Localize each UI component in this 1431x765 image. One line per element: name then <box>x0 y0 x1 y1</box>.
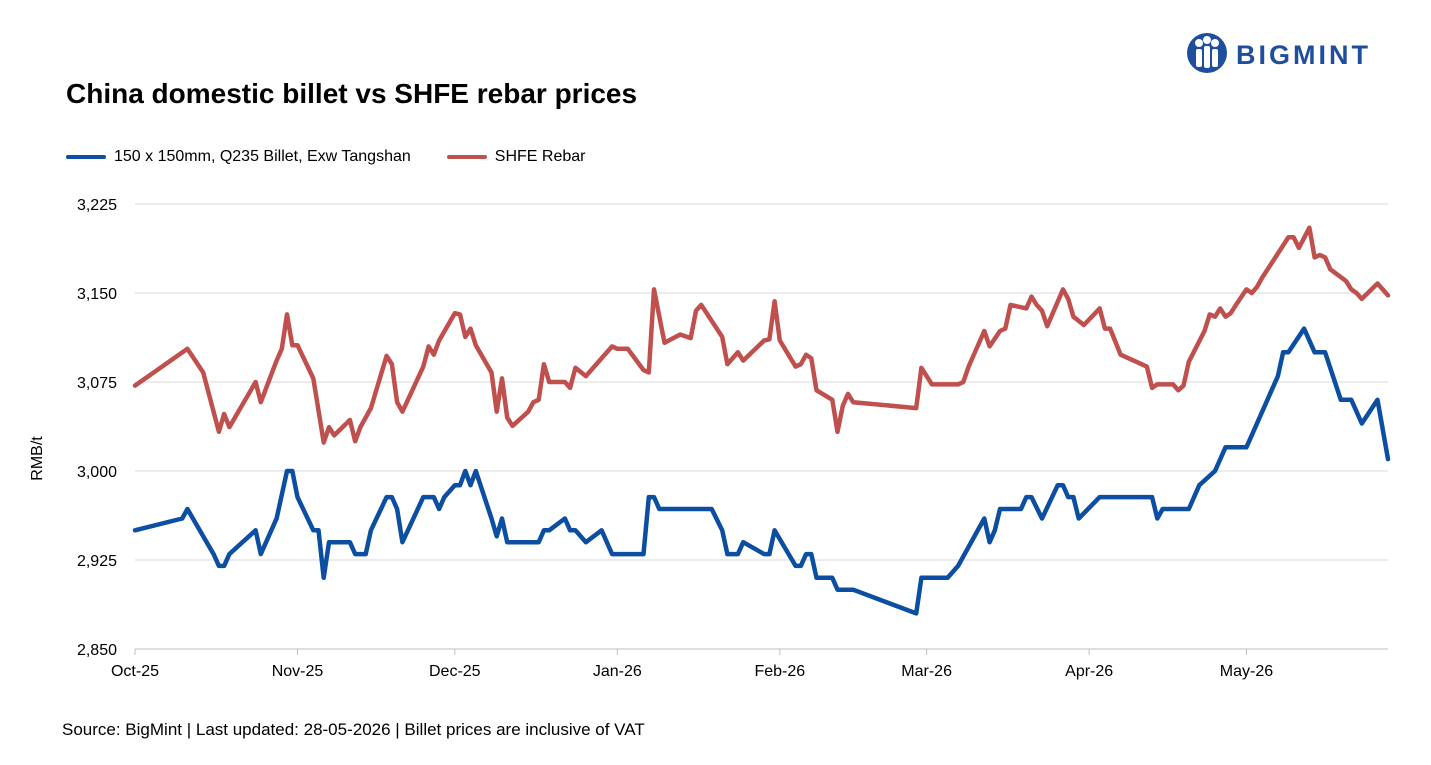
gridlines <box>135 203 1388 561</box>
bigmint-logo: BIGMINT <box>1187 33 1371 73</box>
x-tick-label: Feb-26 <box>754 663 805 680</box>
series-line-rebar <box>132 225 1391 445</box>
y-axis-title: RMB/t <box>29 436 46 481</box>
series-layer <box>132 225 1391 616</box>
legend-swatch-rebar <box>446 155 487 159</box>
legend-item-billet: 150 x 150mm, Q235 Billet, Exw Tangshan <box>66 148 411 166</box>
x-tick-label: Oct-25 <box>111 663 159 680</box>
y-tick-label: 3,000 <box>77 464 117 481</box>
x-tick-label: Apr-26 <box>1065 663 1113 680</box>
y-tick-label: 3,075 <box>77 375 117 392</box>
x-tick-label: Dec-25 <box>429 663 481 680</box>
x-tick-label: Jan-26 <box>593 663 642 680</box>
x-tick-label: May-26 <box>1220 663 1273 680</box>
legend-label-rebar: SHFE Rebar <box>494 148 586 165</box>
legend-swatch-billet <box>66 155 106 159</box>
y-tick-label: 3,225 <box>77 197 117 214</box>
y-tick-label: 2,850 <box>77 642 117 659</box>
y-tick-label: 2,925 <box>77 553 117 570</box>
legend-item-rebar: SHFE Rebar <box>446 148 586 166</box>
bigmint-logo-mark <box>1187 33 1227 73</box>
series-line-billet <box>132 326 1391 616</box>
brand-name: BIGMINT <box>1236 40 1371 70</box>
x-axis-ticks: Oct-25 Nov-25 Dec-25 Jan-26 Feb-26 Mar-26 Apr-… <box>111 649 1273 680</box>
source-note: Source: BigMint | Last updated: 28-05-20… <box>62 720 645 739</box>
y-axis-ticks: 2,850 2,925 3,000 3,075 3,150 3,225 <box>77 197 117 659</box>
x-tick-label: Mar-26 <box>901 663 952 680</box>
x-tick-label: Nov-25 <box>272 663 324 680</box>
y-tick-label: 3,150 <box>77 286 117 303</box>
legend: 150 x 150mm, Q235 Billet, Exw Tangshan S… <box>66 148 621 166</box>
legend-label-billet: 150 x 150mm, Q235 Billet, Exw Tangshan <box>114 148 411 165</box>
chart-title: China domestic billet vs SHFE rebar pric… <box>66 78 638 109</box>
